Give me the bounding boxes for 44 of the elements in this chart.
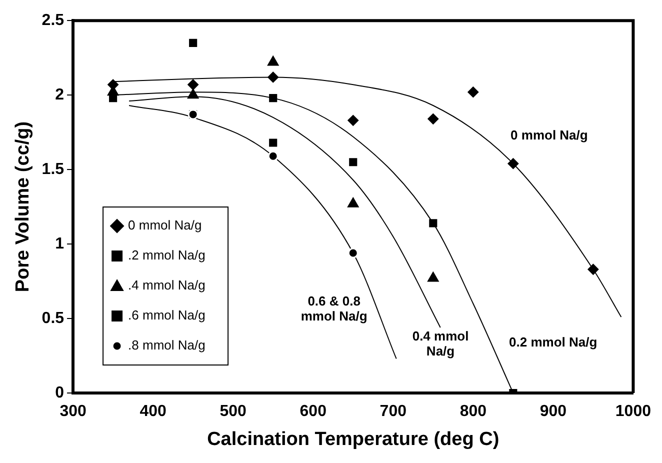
x-tick-label: 700 bbox=[380, 403, 407, 420]
annotation: 0 mmol Na/g bbox=[510, 128, 588, 143]
x-tick-label: 400 bbox=[140, 403, 167, 420]
y-axis-title: Pore Volume (cc/g) bbox=[12, 121, 34, 292]
y-tick-label: 0.5 bbox=[42, 310, 64, 327]
x-tick-label: 900 bbox=[540, 403, 567, 420]
point bbox=[269, 138, 278, 147]
x-tick-label: 800 bbox=[460, 403, 487, 420]
x-tick-label: 1000 bbox=[615, 403, 652, 420]
point bbox=[267, 56, 279, 66]
point bbox=[508, 158, 519, 170]
point bbox=[268, 72, 279, 83]
point bbox=[588, 264, 599, 275]
y-tick-label: 1.5 bbox=[42, 160, 64, 178]
legend-label: .8 mmol Na/g bbox=[128, 338, 206, 353]
point bbox=[429, 219, 438, 228]
x-axis-title: Calcination Temperature (deg C) bbox=[207, 428, 500, 450]
y-tick-label: 2 bbox=[55, 86, 64, 104]
point bbox=[428, 113, 439, 124]
point bbox=[348, 114, 359, 126]
legend-label: .2 mmol Na/g bbox=[128, 248, 206, 263]
annotation: 0.6 & 0.8 mmol Na/g bbox=[300, 293, 368, 324]
point bbox=[268, 150, 278, 162]
point bbox=[269, 94, 278, 102]
legend-label: .6 mmol Na/g bbox=[128, 308, 206, 323]
x-tick-label: 500 bbox=[220, 403, 247, 420]
y-tick-label: 1 bbox=[55, 235, 64, 252]
x-tick-label: 600 bbox=[300, 403, 327, 420]
annotation: 0.4 mmol Na/g bbox=[412, 328, 469, 359]
annotation: 0.2 mmol Na/g bbox=[509, 334, 598, 350]
point bbox=[468, 86, 479, 98]
line-series bbox=[128, 105, 397, 360]
point bbox=[189, 38, 198, 47]
point bbox=[348, 248, 358, 258]
x-tick-label: 300 bbox=[60, 403, 86, 420]
legend-label: .4 mmol Na/g bbox=[128, 278, 206, 293]
point bbox=[187, 88, 199, 99]
point bbox=[349, 158, 358, 166]
y-tick-label: 2.5 bbox=[42, 12, 64, 30]
legend-label: 0 mmol Na/g bbox=[128, 218, 202, 233]
point bbox=[427, 272, 439, 282]
point bbox=[347, 197, 359, 208]
point bbox=[188, 79, 199, 90]
y-tick-label: 0 bbox=[55, 384, 64, 402]
